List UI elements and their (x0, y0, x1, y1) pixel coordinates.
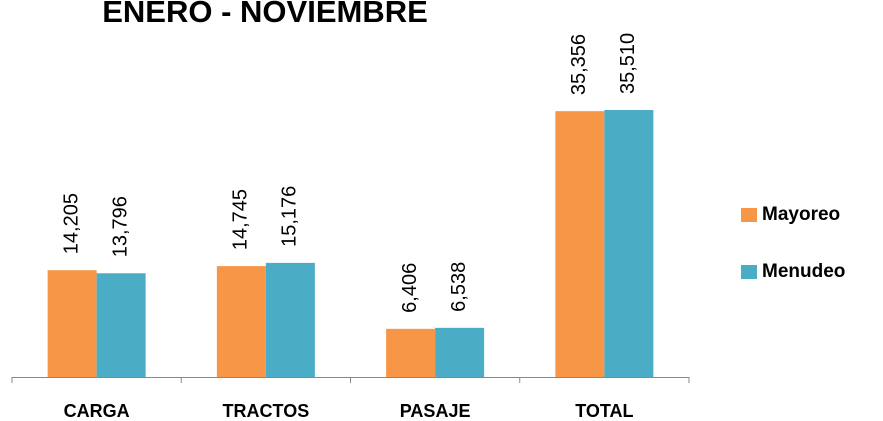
value-label: 15,176 (279, 186, 301, 247)
legend-label: Menudeo (762, 261, 845, 282)
x-tick-label: PASAJE (400, 401, 471, 421)
bar (216, 266, 266, 377)
bar (265, 262, 315, 377)
legend-swatch (741, 208, 757, 222)
legend-swatch (741, 265, 757, 279)
x-tick-label: TOTAL (575, 401, 633, 421)
chart-title: ENERO - NOVIEMBRE (102, 0, 428, 29)
value-label: 6,406 (399, 263, 421, 313)
x-tick-label: TRACTOS (223, 401, 310, 421)
value-label: 35,510 (617, 33, 639, 94)
x-tick-label: CARGA (64, 401, 130, 421)
bar (604, 110, 654, 377)
value-label: 14,745 (230, 189, 252, 250)
value-label: 6,538 (448, 262, 470, 312)
value-label: 13,796 (109, 196, 131, 257)
legend-label: Mayoreo (762, 204, 840, 225)
bar (47, 270, 97, 377)
bar (96, 273, 146, 377)
bar (435, 327, 485, 377)
bar (555, 111, 605, 377)
bar (386, 328, 436, 377)
value-label: 14,205 (60, 193, 82, 254)
value-label: 35,356 (568, 34, 590, 95)
